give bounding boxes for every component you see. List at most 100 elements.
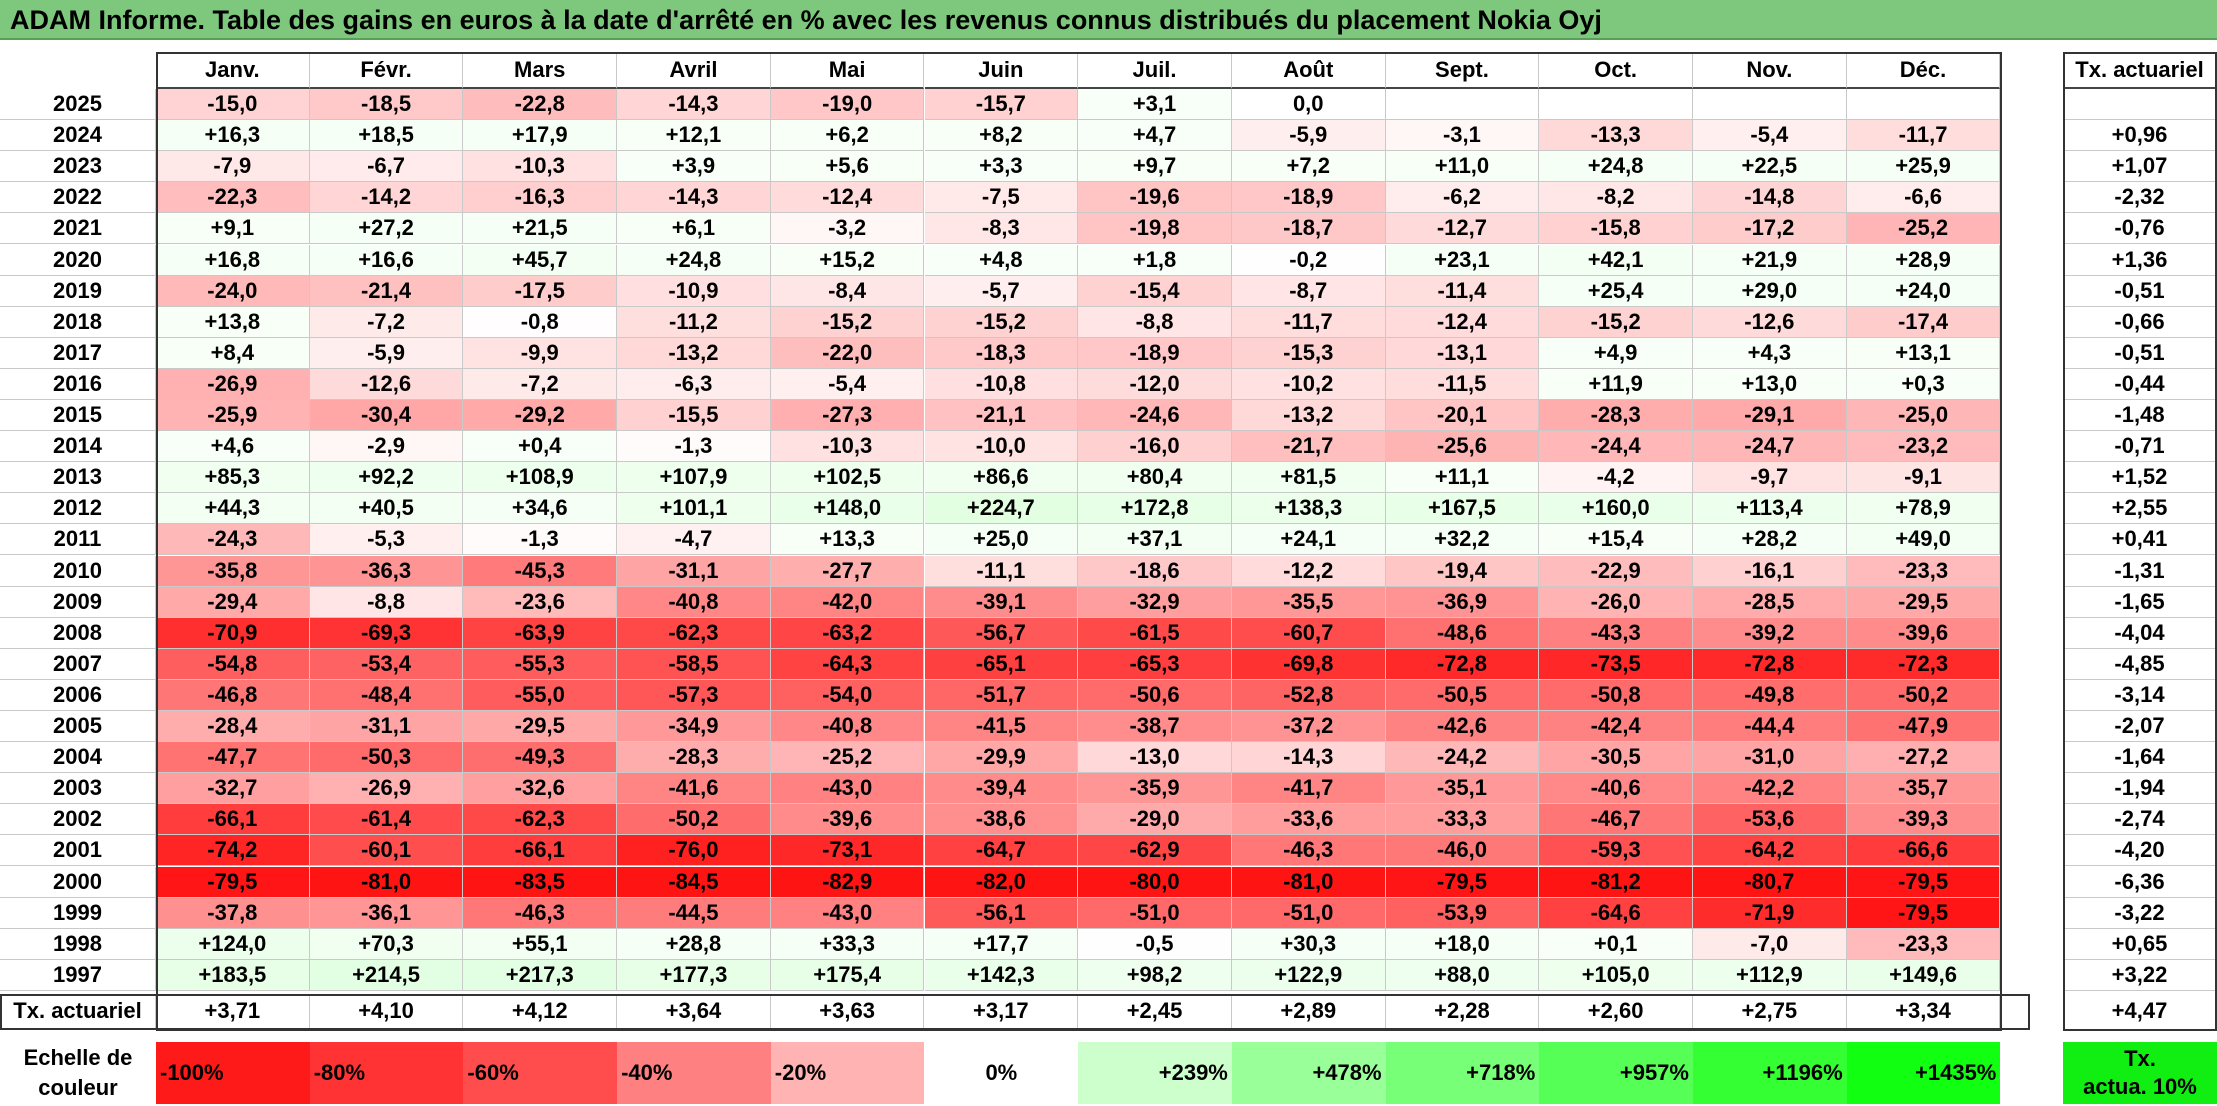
footer-cell: +2,28	[1385, 993, 1540, 1030]
table-cell: -22,0	[770, 337, 925, 369]
table-cell: -44,5	[617, 897, 771, 929]
table-cell: -18,9	[1078, 337, 1232, 369]
table-cell: -48,6	[1385, 617, 1540, 649]
table-cell: +0,1	[1539, 928, 1693, 960]
table-cell: -32,6	[463, 773, 618, 805]
table-cell: -44,4	[1693, 711, 1847, 743]
table-cell: -47,9	[1846, 711, 2001, 743]
table-cell: -10,3	[770, 431, 925, 463]
table-cell: -11,7	[1846, 120, 2001, 152]
table-cell: +18,0	[1385, 928, 1540, 960]
table-cell: -11,5	[1385, 368, 1540, 400]
row-rate	[2063, 89, 2217, 121]
page-title: ADAM Informe. Table des gains en euros à…	[10, 5, 1602, 35]
table-cell: -79,5	[156, 866, 310, 898]
table-cell: -32,9	[1078, 586, 1232, 618]
table-cell: -5,9	[1231, 120, 1386, 152]
row-rate: -1,64	[2063, 742, 2217, 774]
legend-rate-line1: Tx.	[2124, 1046, 2156, 1071]
table-cell: -15,8	[1539, 213, 1693, 245]
table-cell: -65,3	[1078, 648, 1232, 680]
table-cell: -73,1	[770, 835, 925, 867]
table-cell: +17,9	[463, 120, 618, 152]
table-cell: +28,8	[617, 928, 771, 960]
table-cell: -22,3	[156, 182, 310, 214]
table-cell: -0,5	[1078, 928, 1232, 960]
table-cell: -55,3	[463, 648, 618, 680]
table-cell: -2,9	[309, 431, 464, 463]
row-rate: +0,96	[2063, 120, 2217, 152]
table-cell: -18,7	[1231, 213, 1386, 245]
table-cell: -43,3	[1539, 617, 1693, 649]
table-cell: +25,0	[924, 524, 1079, 556]
table-cell: -13,3	[1539, 120, 1693, 152]
table-cell: -51,0	[1078, 897, 1232, 929]
table-cell: -23,3	[1846, 555, 2001, 587]
table-cell: -14,3	[617, 182, 771, 214]
table-cell: -12,4	[1385, 306, 1540, 338]
table-cell: +0,3	[1846, 368, 2001, 400]
table-cell: -46,3	[1231, 835, 1386, 867]
table-cell: -19,8	[1078, 213, 1232, 245]
year-label: 2013	[0, 462, 156, 494]
table-cell: -17,4	[1846, 306, 2001, 338]
row-rate: -0,76	[2063, 213, 2217, 245]
legend-swatch: -60%	[463, 1042, 618, 1104]
year-label: 2007	[0, 648, 156, 680]
year-label: 1997	[0, 959, 156, 991]
table-cell: -69,8	[1231, 648, 1386, 680]
legend-rate-swatch: Tx. actua. 10%	[2063, 1042, 2217, 1104]
table-cell: -40,8	[770, 711, 925, 743]
table-cell: -26,9	[309, 773, 464, 805]
footer-cell: +4,12	[463, 993, 618, 1030]
table-cell: -28,3	[617, 742, 771, 774]
table-cell: -64,6	[1539, 897, 1693, 929]
table-cell: +15,2	[770, 244, 925, 276]
year-label: 2008	[0, 617, 156, 649]
table-cell: +37,1	[1078, 524, 1232, 556]
table-cell: -36,9	[1385, 586, 1540, 618]
footer-cell: +2,45	[1078, 993, 1232, 1030]
table-cell: -74,2	[156, 835, 310, 867]
table-cell: -53,6	[1693, 804, 1847, 836]
table-cell: -15,5	[617, 400, 771, 432]
table-cell: -56,7	[924, 617, 1079, 649]
table-cell: +16,3	[156, 120, 310, 152]
month-header: Janv.	[156, 52, 310, 89]
table-cell: -11,2	[617, 306, 771, 338]
table-cell: -14,3	[1231, 742, 1386, 774]
table-cell: +24,8	[1539, 151, 1693, 183]
table-cell: +217,3	[463, 959, 618, 991]
table-cell: 0,0	[1231, 89, 1386, 121]
table-cell: +102,5	[770, 462, 925, 494]
month-header: Mai	[770, 52, 925, 89]
table-cell: -11,4	[1385, 275, 1540, 307]
table-cell: -82,0	[924, 866, 1079, 898]
table-cell: +17,7	[924, 928, 1079, 960]
table-cell: -39,4	[924, 773, 1079, 805]
year-label: 2017	[0, 337, 156, 369]
table-cell: -24,6	[1078, 400, 1232, 432]
table-cell: -5,7	[924, 275, 1079, 307]
table-cell: -49,3	[463, 742, 618, 774]
table-cell: -18,9	[1231, 182, 1386, 214]
table-cell: -33,3	[1385, 804, 1540, 836]
table-cell: -10,0	[924, 431, 1079, 463]
table-cell: -4,7	[617, 524, 771, 556]
table-cell: -29,5	[463, 711, 618, 743]
table-cell: -11,7	[1231, 306, 1386, 338]
table-cell: +0,4	[463, 431, 618, 463]
table-cell: -35,1	[1385, 773, 1540, 805]
table-cell: -71,9	[1693, 897, 1847, 929]
table-cell: -5,4	[770, 368, 925, 400]
table-cell	[1385, 89, 1540, 121]
table-cell	[1846, 89, 2001, 121]
table-cell: -3,1	[1385, 120, 1540, 152]
table-cell: -19,0	[770, 89, 925, 121]
year-label: 2006	[0, 679, 156, 711]
table-cell: -29,2	[463, 400, 618, 432]
footer-cell: +3,17	[924, 993, 1079, 1030]
table-cell: -81,2	[1539, 866, 1693, 898]
year-label: 2024	[0, 120, 156, 152]
table-cell: -19,4	[1385, 555, 1540, 587]
